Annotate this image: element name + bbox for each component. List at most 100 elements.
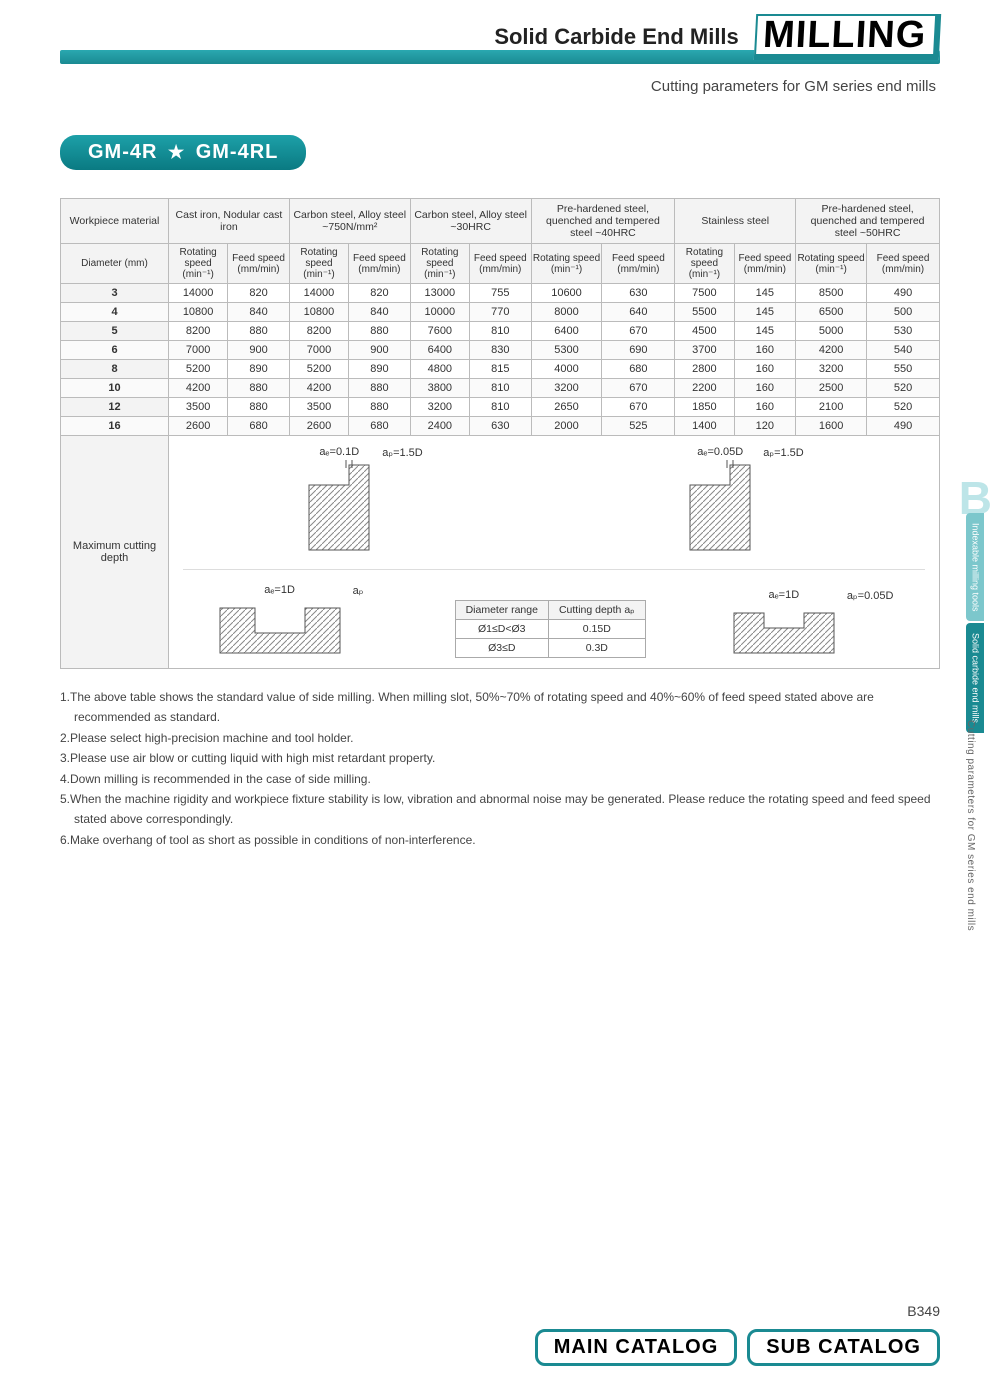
mat-5: Pre-hardened steel, quenched and tempere… [796, 199, 940, 244]
sub-feed: Feed speed (mm/min) [602, 244, 675, 284]
value-cell: 10800 [169, 303, 228, 322]
mat-4: Stainless steel [675, 199, 796, 244]
value-cell: 10600 [531, 284, 602, 303]
sub-feed: Feed speed (mm/min) [469, 244, 531, 284]
mini-r1c0: Ø3≤D [455, 639, 548, 658]
mat-1: Carbon steel, Alloy steel ~750N/mm² [289, 199, 410, 244]
footer: B349 MAIN CATALOG SUB CATALOG [60, 1303, 940, 1366]
diameter-cell: 8 [61, 360, 169, 379]
value-cell: 5500 [675, 303, 734, 322]
sub-catalog-button[interactable]: SUB CATALOG [747, 1329, 940, 1366]
value-cell: 7000 [289, 341, 348, 360]
table-row: 4108008401080084010000770800064055001456… [61, 303, 940, 322]
value-cell: 490 [867, 417, 940, 436]
value-cell: 6400 [410, 341, 469, 360]
value-cell: 14000 [169, 284, 228, 303]
value-cell: 145 [734, 322, 796, 341]
value-cell: 2800 [675, 360, 734, 379]
value-cell: 2500 [796, 379, 867, 398]
page-number: B349 [60, 1303, 940, 1319]
sub-feed: Feed speed (mm/min) [349, 244, 411, 284]
value-cell: 3800 [410, 379, 469, 398]
value-cell: 14000 [289, 284, 348, 303]
value-cell: 8000 [531, 303, 602, 322]
dg2-ae: aₑ=0.05D [697, 446, 743, 458]
step-icon [685, 460, 755, 555]
model-left: GM-4R [88, 141, 157, 163]
value-cell: 2600 [289, 417, 348, 436]
value-cell: 490 [867, 284, 940, 303]
depth-diagram-3: aₑ=1D aₚ [215, 584, 364, 658]
value-cell: 8500 [796, 284, 867, 303]
value-cell: 10800 [289, 303, 348, 322]
value-cell: 160 [734, 360, 796, 379]
depth-mini-table: Diameter rangeCutting depth aₚ Ø1≤D<Ø30.… [455, 600, 646, 658]
value-cell: 7000 [169, 341, 228, 360]
side-tab-indexable[interactable]: Indexable milling tools [966, 513, 984, 622]
value-cell: 7600 [410, 322, 469, 341]
value-cell: 4500 [675, 322, 734, 341]
depth-diagram-4: aₑ=1D aₚ=0.05D [729, 589, 894, 658]
value-cell: 890 [349, 360, 411, 379]
value-cell: 4000 [531, 360, 602, 379]
side-tab-solid-carbide[interactable]: Solid carbide end mills [966, 623, 984, 733]
sub-rot: Rotating speed (min⁻¹) [410, 244, 469, 284]
sub-rot: Rotating speed (min⁻¹) [531, 244, 602, 284]
value-cell: 840 [349, 303, 411, 322]
value-cell: 3700 [675, 341, 734, 360]
value-cell: 8200 [169, 322, 228, 341]
diameter-cell: 12 [61, 398, 169, 417]
mat-2: Carbon steel, Alloy steel ~30HRC [410, 199, 531, 244]
page-num: 349 [917, 1303, 940, 1319]
value-cell: 900 [349, 341, 411, 360]
value-cell: 3200 [531, 379, 602, 398]
model-right: GM-4RL [196, 141, 279, 163]
diameter-cell: 10 [61, 379, 169, 398]
mini-r0c1: 0.15D [548, 620, 645, 639]
table-row: 1626006802600680240063020005251400120160… [61, 417, 940, 436]
value-cell: 640 [602, 303, 675, 322]
note-item: 6.Make overhang of tool as short as poss… [60, 830, 940, 850]
dg4-ap: aₚ=0.05D [847, 589, 894, 602]
page-prefix: B [907, 1303, 916, 1319]
star-icon: ★ [164, 142, 189, 162]
value-cell: 7500 [675, 284, 734, 303]
table-row: 1042008804200880380081032006702200160250… [61, 379, 940, 398]
slot-icon [215, 598, 345, 658]
value-cell: 4200 [796, 341, 867, 360]
value-cell: 520 [867, 379, 940, 398]
value-cell: 680 [349, 417, 411, 436]
dg3-ap: aₚ [353, 584, 364, 597]
value-cell: 820 [228, 284, 290, 303]
table-row: 8520089052008904800815400068028001603200… [61, 360, 940, 379]
depth-section: Maximum cutting depth aₑ=0.1D aₚ=1.5D [60, 436, 940, 669]
value-cell: 1600 [796, 417, 867, 436]
dg1-ap: aₚ=1.5D [382, 446, 423, 459]
value-cell: 670 [602, 379, 675, 398]
value-cell: 5000 [796, 322, 867, 341]
value-cell: 3500 [169, 398, 228, 417]
value-cell: 1400 [675, 417, 734, 436]
value-cell: 4800 [410, 360, 469, 379]
value-cell: 630 [602, 284, 675, 303]
slot-icon [729, 603, 839, 658]
mat-3: Pre-hardened steel, quenched and tempere… [531, 199, 675, 244]
value-cell: 520 [867, 398, 940, 417]
value-cell: 4200 [169, 379, 228, 398]
value-cell: 8200 [289, 322, 348, 341]
value-cell: 670 [602, 322, 675, 341]
sub-feed: Feed speed (mm/min) [867, 244, 940, 284]
main-catalog-button[interactable]: MAIN CATALOG [535, 1329, 738, 1366]
diameter-cell: 6 [61, 341, 169, 360]
sub-rot: Rotating speed (min⁻¹) [675, 244, 734, 284]
value-cell: 2650 [531, 398, 602, 417]
value-cell: 880 [228, 322, 290, 341]
dg3-ae: aₑ=1D [264, 584, 295, 596]
cutting-params-table: Workpiece material Cast iron, Nodular ca… [60, 198, 940, 436]
value-cell: 530 [867, 322, 940, 341]
mat-0: Cast iron, Nodular cast iron [169, 199, 290, 244]
value-cell: 880 [228, 398, 290, 417]
value-cell: 840 [228, 303, 290, 322]
mini-h2: Cutting depth aₚ [548, 601, 645, 620]
value-cell: 500 [867, 303, 940, 322]
